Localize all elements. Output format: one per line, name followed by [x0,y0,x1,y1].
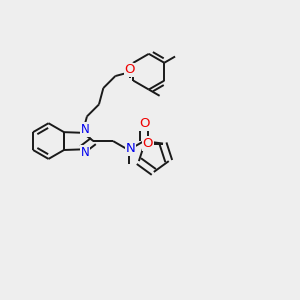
Text: N: N [126,142,135,155]
Text: O: O [139,117,150,130]
Text: O: O [142,137,153,150]
Text: O: O [124,64,135,76]
Text: N: N [81,146,89,159]
Text: N: N [81,123,89,136]
